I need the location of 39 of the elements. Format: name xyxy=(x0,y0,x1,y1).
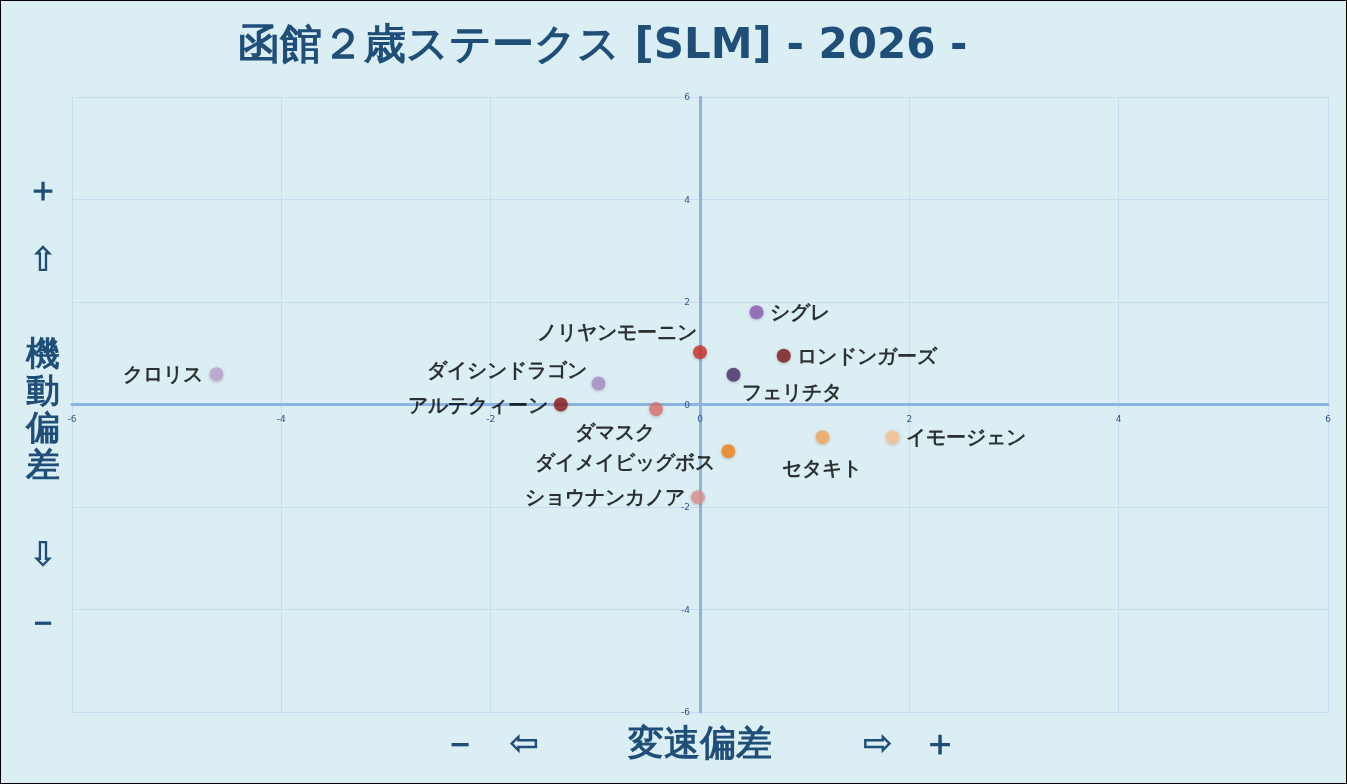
point xyxy=(776,348,791,363)
text: － ⇦ 変速偏差 ⇨ ＋ xyxy=(442,721,958,763)
x-tick-label: -4 xyxy=(276,414,287,424)
point xyxy=(749,305,764,320)
x-tick-label: 0 xyxy=(697,414,704,424)
y-tick-label: -6 xyxy=(681,707,691,717)
x-tick-label: -2 xyxy=(486,414,496,424)
x-tick-label: 4 xyxy=(1115,414,1122,424)
point xyxy=(721,444,736,459)
point xyxy=(553,397,568,412)
series-label: ダイメイビッグボス xyxy=(535,450,716,475)
point xyxy=(690,490,705,505)
series-label: ロンドンガーズ xyxy=(796,343,938,368)
point xyxy=(815,430,830,445)
y-tick-label: -4 xyxy=(681,604,691,615)
series-label: ノリヤンモーニン xyxy=(537,320,697,345)
point xyxy=(591,376,606,391)
x-tick-label: 6 xyxy=(1325,414,1332,424)
y-tick-label: 0 xyxy=(684,399,691,410)
x-tick-label: 2 xyxy=(906,414,913,424)
point xyxy=(726,367,741,382)
series-label: シグレ xyxy=(769,300,830,325)
text: ＋ ⇧ 機動偏差 ⇩ － xyxy=(26,168,60,641)
series-label: ダマスク xyxy=(575,420,656,445)
y-tick-label: 6 xyxy=(684,92,691,102)
point xyxy=(649,402,664,417)
series-label: フェリチタ xyxy=(742,379,843,404)
series-label: クロリス xyxy=(123,362,204,387)
y-tick-label: 4 xyxy=(684,194,691,205)
series-label: イモージェン xyxy=(905,425,1026,450)
point xyxy=(885,430,900,445)
series-label: セタキト xyxy=(782,456,863,481)
point xyxy=(693,345,707,360)
point xyxy=(209,367,224,382)
series-label: アルテクィーン xyxy=(407,392,548,417)
chart-title: 函館２歳ステークス [SLM] - 2026 - xyxy=(238,18,968,68)
x-tick-label: -6 xyxy=(67,414,77,424)
y-tick-label: 2 xyxy=(684,297,690,307)
series-label: ダイシンドラゴン xyxy=(427,358,588,383)
